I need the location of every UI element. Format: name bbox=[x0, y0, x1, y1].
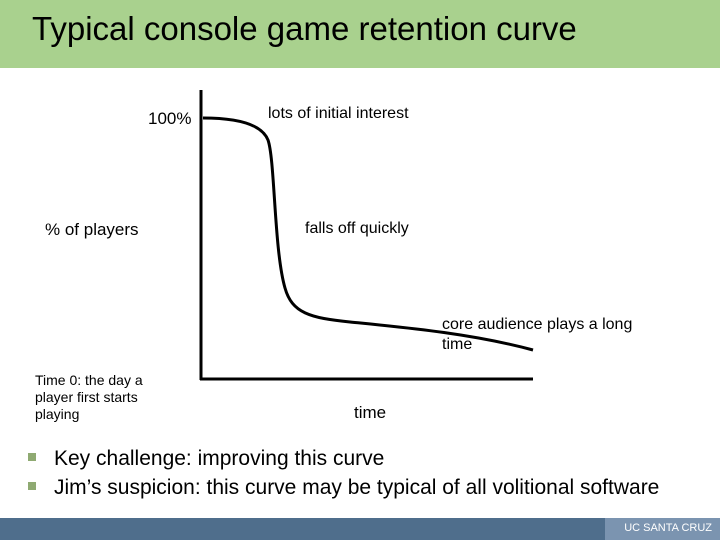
origin-note-line-1: Time 0: the day a bbox=[35, 372, 143, 388]
x-axis-label: time bbox=[354, 403, 387, 422]
retention-curve bbox=[202, 116, 534, 352]
annotation-core-line-1: core audience plays a long bbox=[442, 316, 633, 333]
bullet-item: Key challenge: improving this curve bbox=[28, 444, 694, 473]
square-bullet-icon bbox=[28, 482, 36, 490]
retention-diagram bbox=[199, 90, 534, 381]
bullet-item: Jim’s suspicion: this curve may be typic… bbox=[28, 473, 694, 502]
y-axis-label: % of players bbox=[45, 220, 139, 239]
annotation-initial-interest: lots of initial interest bbox=[268, 105, 409, 122]
annotation-falls-off: falls off quickly bbox=[305, 220, 409, 237]
title-bar: Typical console game retention curve bbox=[0, 0, 720, 68]
origin-note-line-2: player first starts bbox=[35, 389, 138, 405]
origin-note: Time 0: the day a player first starts pl… bbox=[35, 372, 143, 423]
annotation-core-line-2: time bbox=[442, 336, 473, 353]
origin-note-line-3: playing bbox=[35, 406, 80, 422]
annotation-core-audience: core audience plays a long time bbox=[442, 315, 632, 355]
footer-bar: UC SANTA CRUZ bbox=[0, 518, 720, 540]
slide-title: Typical console game retention curve bbox=[32, 10, 577, 47]
y-tick-100: 100% bbox=[148, 109, 192, 128]
footer-accent bbox=[605, 518, 720, 540]
bullet-list: Key challenge: improving this curve Jim’… bbox=[28, 444, 694, 502]
bullet-text: Jim’s suspicion: this curve may be typic… bbox=[54, 476, 660, 499]
square-bullet-icon bbox=[28, 453, 36, 461]
footer-label: UC SANTA CRUZ bbox=[624, 522, 712, 534]
bullet-text: Key challenge: improving this curve bbox=[54, 447, 385, 470]
